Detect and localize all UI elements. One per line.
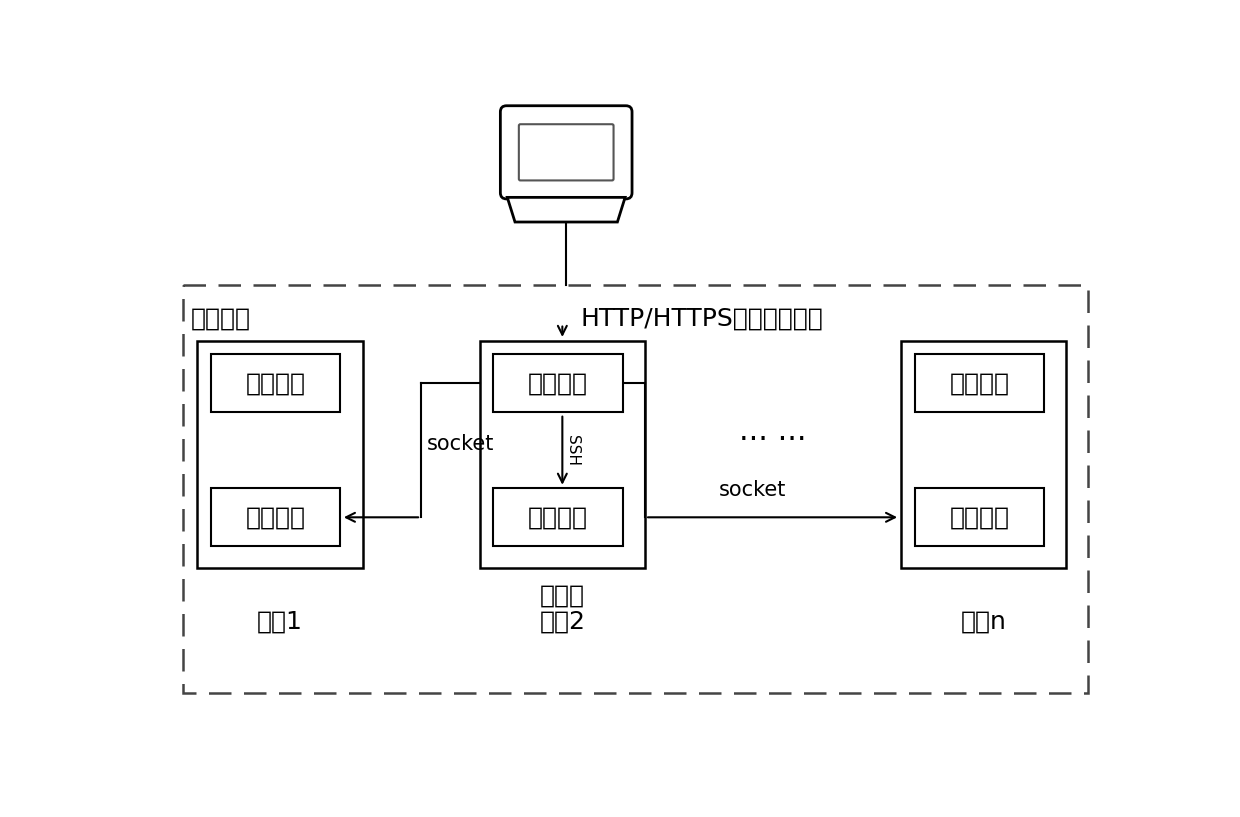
Text: 节点2: 节点2 (539, 610, 585, 634)
FancyBboxPatch shape (900, 341, 1066, 568)
FancyBboxPatch shape (480, 341, 645, 568)
FancyBboxPatch shape (915, 355, 1044, 413)
Text: ... ...: ... ... (739, 417, 807, 445)
Polygon shape (507, 198, 625, 222)
Text: 管理模块: 管理模块 (246, 371, 305, 395)
Text: HTTP/HTTPS请求检测节点: HTTP/HTTPS请求检测节点 (580, 306, 823, 331)
Text: SSH: SSH (565, 435, 580, 466)
FancyBboxPatch shape (501, 105, 632, 199)
Text: 主节点: 主节点 (539, 583, 585, 607)
FancyBboxPatch shape (494, 355, 622, 413)
FancyBboxPatch shape (518, 124, 614, 181)
Text: 管理模块: 管理模块 (528, 371, 588, 395)
Text: 代理模块: 代理模块 (950, 505, 1009, 529)
Text: socket: socket (719, 480, 786, 500)
Text: 节点n: 节点n (961, 610, 1007, 634)
Text: 集群节点: 集群节点 (191, 306, 250, 331)
Text: socket: socket (428, 434, 495, 453)
FancyBboxPatch shape (915, 489, 1044, 547)
FancyBboxPatch shape (211, 489, 340, 547)
Text: 节点1: 节点1 (257, 610, 303, 634)
Text: 管理模块: 管理模块 (950, 371, 1009, 395)
FancyBboxPatch shape (211, 355, 340, 413)
FancyBboxPatch shape (494, 489, 622, 547)
FancyBboxPatch shape (197, 341, 362, 568)
Text: 代理模块: 代理模块 (246, 505, 305, 529)
Text: 代理模块: 代理模块 (528, 505, 588, 529)
